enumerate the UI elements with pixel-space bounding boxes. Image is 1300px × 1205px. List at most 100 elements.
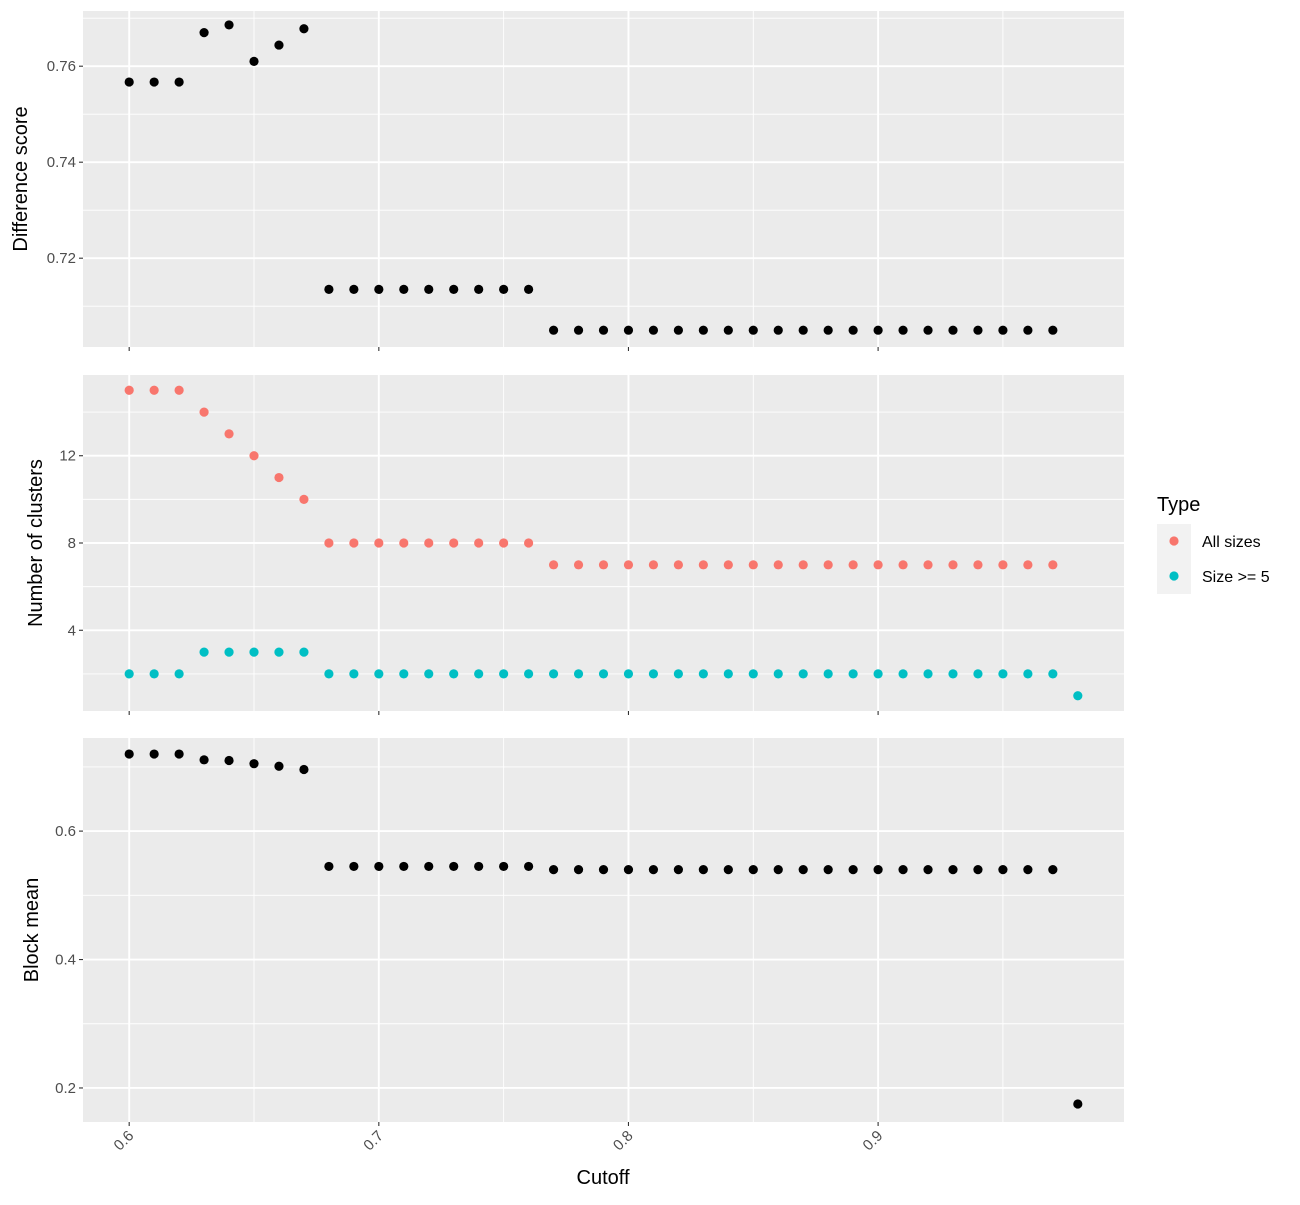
data-point	[524, 669, 534, 679]
data-point	[124, 77, 134, 87]
data-point	[224, 429, 234, 439]
legend-label: All sizes	[1202, 534, 1261, 551]
data-point	[124, 749, 134, 759]
data-point	[174, 77, 184, 87]
x-axis: 0.6 0.7 0.8 0.9	[111, 1127, 887, 1154]
data-point	[773, 669, 783, 679]
data-point	[499, 669, 509, 679]
data-point	[399, 669, 409, 679]
data-point	[524, 284, 534, 294]
data-point	[224, 20, 234, 30]
legend-key-background	[1157, 524, 1191, 594]
legend-item: Size >= 5	[1169, 569, 1270, 586]
data-point	[349, 861, 359, 872]
y-tick-label: 12	[59, 448, 76, 465]
data-point	[374, 284, 384, 294]
data-point	[723, 865, 733, 875]
data-point	[673, 560, 683, 570]
data-point	[548, 560, 559, 570]
data-point	[174, 669, 184, 679]
data-point	[548, 669, 559, 679]
data-point	[998, 669, 1008, 679]
data-point	[249, 647, 259, 657]
legend-item: All sizes	[1169, 534, 1261, 551]
data-point	[124, 669, 134, 679]
data-point	[873, 560, 883, 570]
data-point	[898, 669, 908, 679]
data-point	[698, 325, 708, 335]
data-point	[948, 560, 958, 570]
series-1	[124, 20, 1058, 335]
data-point	[623, 865, 634, 875]
data-point	[598, 325, 609, 335]
data-point	[648, 325, 659, 335]
data-point	[698, 865, 708, 875]
panel-background	[83, 738, 1124, 1122]
data-point	[324, 669, 334, 679]
data-point	[623, 669, 634, 679]
x-tick-label: 0.9	[860, 1127, 887, 1154]
data-point	[174, 385, 184, 395]
data-point	[324, 284, 334, 294]
data-point	[424, 538, 434, 548]
data-point	[573, 325, 584, 335]
series-1	[124, 749, 1083, 1109]
data-point	[199, 407, 209, 417]
data-point	[349, 669, 359, 679]
data-point	[449, 538, 459, 548]
data-point	[474, 538, 484, 548]
data-point	[299, 647, 309, 657]
x-tick-label: 0.8	[610, 1127, 637, 1154]
data-point	[648, 560, 659, 570]
data-point	[149, 669, 159, 679]
data-point	[823, 325, 833, 335]
data-point	[548, 325, 559, 335]
data-point	[374, 669, 384, 679]
data-point	[349, 284, 359, 294]
data-point	[374, 861, 384, 872]
data-point	[199, 27, 209, 38]
data-point	[823, 560, 833, 570]
data-point	[399, 284, 409, 294]
data-point	[698, 669, 708, 679]
y-tick-label: 0.76	[47, 58, 76, 75]
x-tick-label: 0.6	[111, 1127, 138, 1154]
data-point	[873, 325, 883, 335]
data-point	[973, 865, 983, 875]
x-axis-title: Cutoff	[577, 1167, 630, 1189]
data-point	[898, 865, 908, 875]
data-point	[948, 325, 958, 335]
y-axis-title: Difference score	[10, 106, 32, 251]
data-point	[723, 560, 733, 570]
data-point	[773, 865, 783, 875]
data-point	[748, 865, 758, 875]
data-point	[224, 755, 234, 766]
data-point	[923, 325, 933, 335]
data-point	[299, 24, 309, 34]
data-point	[499, 861, 509, 872]
data-point	[748, 669, 758, 679]
data-point	[1023, 560, 1033, 570]
panel-2: 4 8 12 Number of clusters	[25, 375, 1124, 715]
data-point	[648, 865, 659, 875]
legend-key-dot	[1169, 536, 1179, 546]
data-point	[598, 669, 609, 679]
y-tick-label: 0.6	[55, 823, 76, 840]
y-tick-label: 0.72	[47, 250, 76, 267]
data-point	[673, 865, 683, 875]
legend-label: Size >= 5	[1202, 569, 1270, 586]
data-point	[149, 385, 159, 395]
data-point	[773, 325, 783, 335]
data-point	[598, 865, 609, 875]
data-point	[149, 749, 159, 759]
data-point	[948, 865, 958, 875]
data-point	[499, 284, 509, 294]
data-point	[1073, 691, 1083, 701]
data-point	[673, 669, 683, 679]
data-point	[623, 325, 634, 335]
data-point	[524, 538, 534, 548]
series-1	[124, 385, 1058, 570]
data-point	[848, 865, 858, 875]
